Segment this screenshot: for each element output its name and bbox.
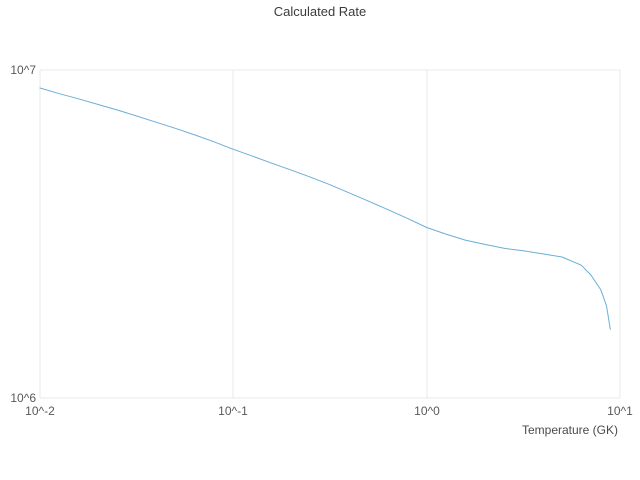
ytick-1e6: 10^6 <box>10 391 36 405</box>
ytick-1e7: 10^7 <box>10 63 36 77</box>
rate-line-series <box>39 87 611 330</box>
xtick-1e-2: 10^-2 <box>25 404 55 418</box>
chart-title: Calculated Rate <box>273 4 367 19</box>
xtick-1e1: 10^1 <box>607 404 633 418</box>
x-axis-label: Temperature (GK) <box>521 423 618 437</box>
xtick-1e0: 10^0 <box>414 404 440 418</box>
xtick-1e-1: 10^-1 <box>218 404 248 418</box>
